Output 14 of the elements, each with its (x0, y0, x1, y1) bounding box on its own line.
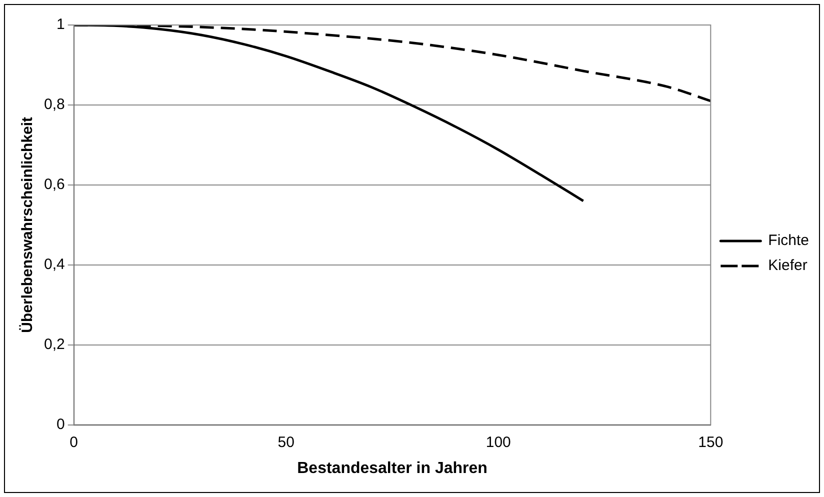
y-tick-label: 0 (56, 416, 65, 433)
y-axis-title: Überlebenswahrscheinlichkeit (19, 116, 36, 333)
legend-label: Fichte (768, 232, 810, 250)
y-tick-label: 0,6 (44, 176, 65, 194)
x-tick-label: 50 (278, 434, 294, 451)
x-tick-label: 100 (486, 434, 511, 451)
x-axis-title: Bestandesalter in Jahren (297, 460, 488, 477)
y-tick-label: 0,4 (44, 256, 65, 274)
y-tick-label: 0,8 (44, 96, 65, 114)
x-tick-label: 150 (698, 434, 724, 451)
y-tick-label: 0,2 (44, 336, 65, 353)
x-tick-label: 0 (70, 434, 78, 451)
y-tick-label: 1 (56, 16, 65, 34)
legend-label: Kiefer (768, 257, 808, 274)
